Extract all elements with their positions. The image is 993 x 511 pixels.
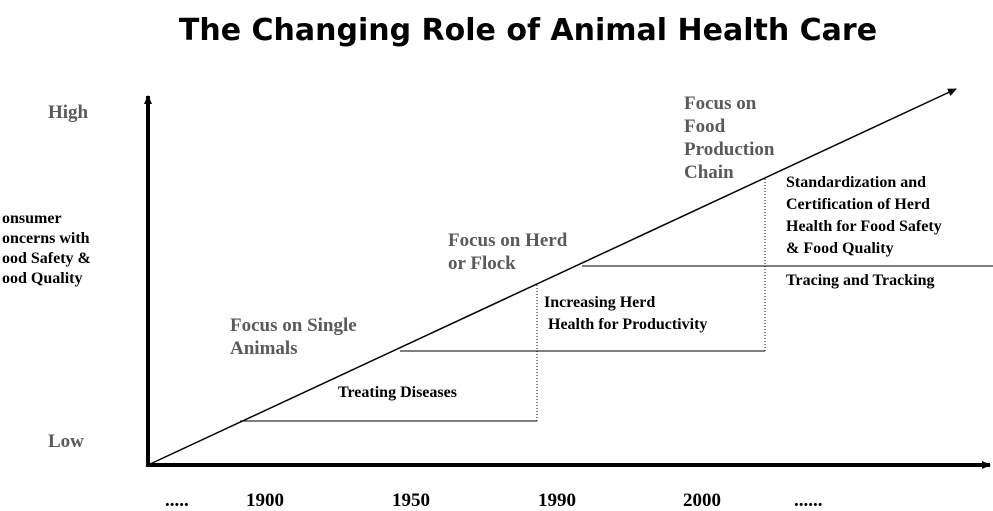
stage-label-line: Focus on (684, 93, 757, 114)
step-label-line: Certification of Herd (786, 196, 930, 213)
y-low: Low (48, 431, 84, 452)
step-label-line: Health for Productivity (548, 316, 707, 333)
title: The Changing Role of Animal Health Care (179, 13, 877, 48)
stage-label-line: Food (684, 116, 726, 137)
y-axis-label-line: ood Safety & (2, 250, 91, 267)
step-label: Tracing and Tracking (786, 272, 934, 289)
x-label: 2000 (683, 490, 721, 511)
x-label: 1900 (246, 490, 284, 511)
stage-label: Focus on Food Production Chain (684, 93, 775, 183)
step-label-line: Standardization and (786, 174, 926, 191)
stage-label: Focus on Herd or Flock (448, 230, 568, 274)
step-label: Increasing Herd Health for Productivity (544, 294, 707, 333)
x-label: ...... (794, 490, 823, 511)
y-axis-label-line: oncerns with (2, 230, 90, 247)
step-label-line: Treating Diseases (338, 384, 457, 401)
y-axis-label: onsumer oncerns with ood Safety & ood Quali… (2, 210, 91, 287)
stage-label-line: Focus on Herd (448, 230, 568, 251)
x-label: 1950 (392, 490, 430, 511)
trend-line (147, 88, 957, 466)
step-label-line: Health for Food Safety (786, 218, 942, 235)
step-label-line: & Food Quality (786, 240, 894, 257)
x-label: ..... (165, 490, 189, 511)
step-label-line: Tracing and Tracking (786, 272, 934, 289)
stage-label-line: Focus on Single (230, 315, 357, 336)
stage-label-line: or Flock (448, 253, 516, 274)
y-high: High (48, 102, 89, 123)
step-label: Standardization and Certification of Herd… (786, 174, 942, 257)
step-label-line: Increasing Herd (544, 294, 655, 311)
stage-label: Focus on Single Animals (230, 315, 357, 359)
step-label: Treating Diseases (338, 384, 457, 401)
stage-label-line: Production (684, 139, 775, 160)
y-axis-label-line: onsumer (2, 210, 62, 227)
y-axis-label-line: ood Quality (2, 270, 82, 287)
stage-label-line: Chain (684, 162, 734, 183)
stage-label-line: Animals (230, 338, 298, 359)
x-label: 1990 (538, 490, 576, 511)
